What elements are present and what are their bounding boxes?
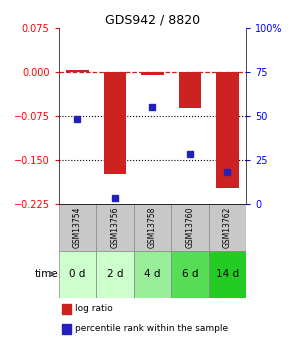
Text: GSM13762: GSM13762 (223, 206, 232, 248)
Title: GDS942 / 8820: GDS942 / 8820 (105, 13, 200, 27)
Bar (59, 250, 96, 297)
Text: log ratio: log ratio (74, 305, 112, 314)
Text: 4 d: 4 d (144, 269, 161, 279)
Text: 6 d: 6 d (182, 269, 198, 279)
Bar (59, 204, 96, 250)
Bar (216, 72, 239, 188)
Bar (171, 250, 209, 297)
Text: GSM13758: GSM13758 (148, 206, 157, 248)
Bar (96, 250, 134, 297)
Bar (134, 250, 171, 297)
Text: percentile rank within the sample: percentile rank within the sample (74, 324, 228, 333)
Text: 14 d: 14 d (216, 269, 239, 279)
Bar (179, 72, 201, 108)
Bar (134, 204, 171, 250)
Bar (62, 304, 71, 314)
Text: time: time (35, 269, 59, 279)
Text: GSM13754: GSM13754 (73, 206, 82, 248)
Text: GSM13760: GSM13760 (185, 206, 194, 248)
Bar (171, 204, 209, 250)
Bar (141, 72, 163, 75)
Bar (209, 250, 246, 297)
Text: GSM13756: GSM13756 (110, 206, 119, 248)
Text: 2 d: 2 d (107, 269, 123, 279)
Bar (104, 72, 126, 174)
Bar (209, 204, 246, 250)
Bar (62, 324, 71, 334)
Text: 0 d: 0 d (69, 269, 86, 279)
Bar (96, 204, 134, 250)
Bar (66, 70, 88, 72)
